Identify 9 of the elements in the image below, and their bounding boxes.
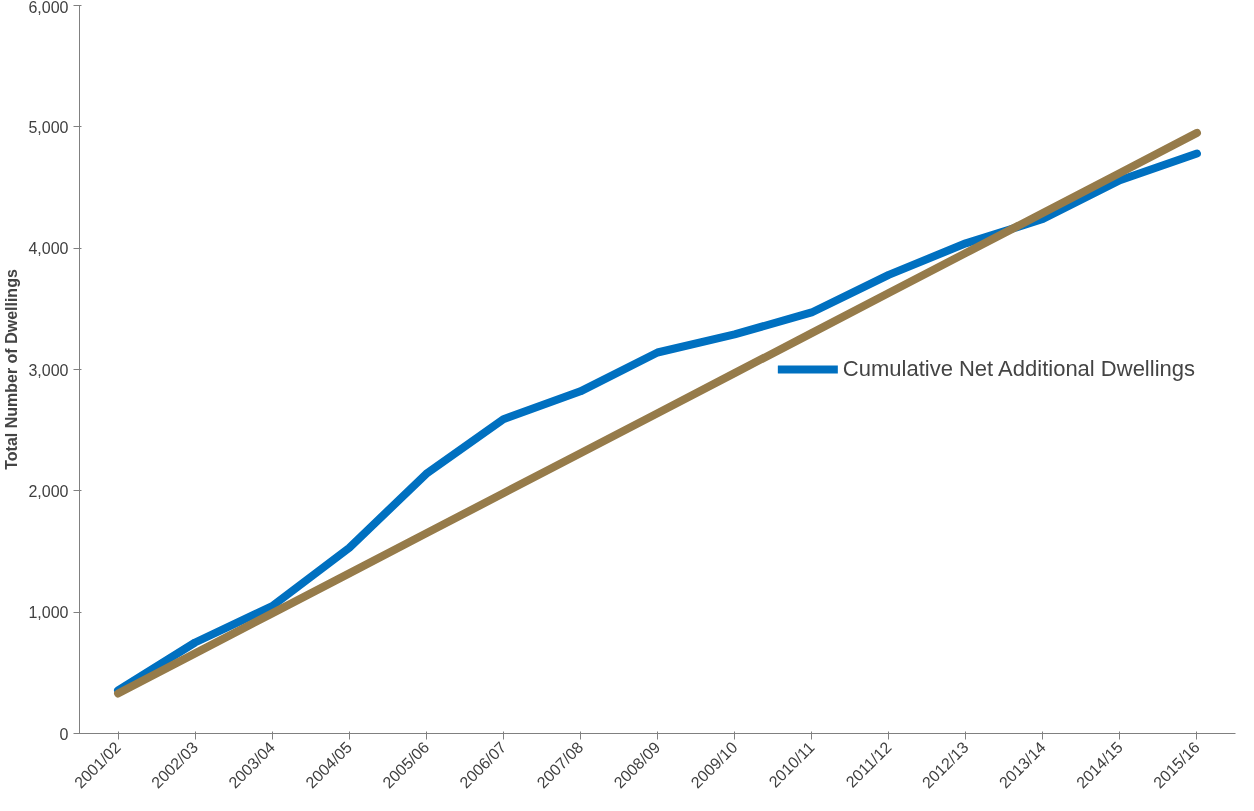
y-tick-label: 5,000 [28,118,69,136]
y-tick-label: 3,000 [28,361,69,379]
y-tick-label: 1,000 [28,604,69,622]
legend-label: Cumulative Net Additional Dwellings [842,356,1195,382]
y-axis-title: Total Number of Dwellings [3,269,21,470]
y-tick-label: 2,000 [28,482,69,500]
y-tick-label: 4,000 [28,240,69,258]
y-tick-label: 0 [59,725,69,743]
y-tick-label: 6,000 [28,0,69,16]
